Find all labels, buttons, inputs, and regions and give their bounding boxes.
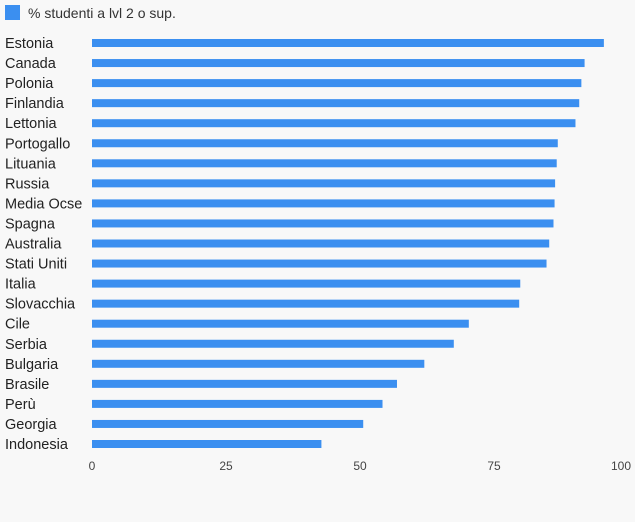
bar — [92, 219, 554, 228]
category-labels: Estonia Canada Polonia Finlandia Lettonia Por… — [5, 36, 82, 453]
category-label: Brasile — [5, 377, 49, 393]
x-tick-label: 75 — [487, 459, 501, 473]
bar — [92, 79, 582, 88]
category-label: Russia — [5, 176, 50, 192]
bar — [92, 259, 547, 268]
category-label: Italia — [5, 277, 37, 293]
category-label: Georgia — [5, 417, 58, 433]
category-label: Cile — [5, 317, 30, 333]
x-tick-label: 50 — [353, 459, 367, 473]
bar — [92, 99, 580, 108]
x-tick-label: 0 — [89, 459, 96, 473]
category-label: Slovacchia — [5, 297, 76, 313]
category-label: Stati Uniti — [5, 257, 67, 273]
bar — [92, 159, 557, 168]
category-label: Bulgaria — [5, 357, 59, 373]
bar — [92, 359, 425, 368]
category-label: Australia — [5, 237, 62, 253]
x-tick-label: 100 — [611, 459, 631, 473]
category-label: Lituania — [5, 156, 57, 172]
bar — [92, 299, 520, 308]
legend: % studenti a lvl 2 o sup. — [5, 5, 176, 21]
bar — [92, 199, 555, 208]
category-label: Serbia — [5, 337, 48, 353]
bar — [92, 139, 558, 148]
bar — [92, 399, 383, 408]
bars — [92, 39, 604, 448]
category-label: Estonia — [5, 36, 54, 52]
bar — [92, 319, 469, 328]
x-tick-label: 25 — [219, 459, 233, 473]
category-label: Spagna — [5, 216, 56, 232]
bar — [92, 379, 397, 388]
category-label: Perù — [5, 397, 36, 413]
bar — [92, 440, 322, 448]
bar — [92, 419, 364, 428]
category-label: Media Ocse — [5, 196, 82, 212]
bar — [92, 339, 454, 348]
bar — [92, 39, 604, 47]
category-label: Portogallo — [5, 136, 70, 152]
bar — [92, 119, 576, 128]
bar — [92, 59, 585, 68]
category-label: Lettonia — [5, 116, 58, 132]
legend-label: % studenti a lvl 2 o sup. — [28, 5, 176, 21]
category-label: Indonesia — [5, 437, 69, 453]
bar — [92, 239, 550, 248]
bar — [92, 279, 521, 288]
category-label: Polonia — [5, 76, 54, 92]
x-axis-ticks: 0 25 50 75 100 — [89, 459, 632, 473]
bar — [92, 179, 556, 188]
legend-swatch — [5, 5, 20, 20]
category-label: Finlandia — [5, 96, 65, 112]
category-label: Canada — [5, 56, 57, 72]
